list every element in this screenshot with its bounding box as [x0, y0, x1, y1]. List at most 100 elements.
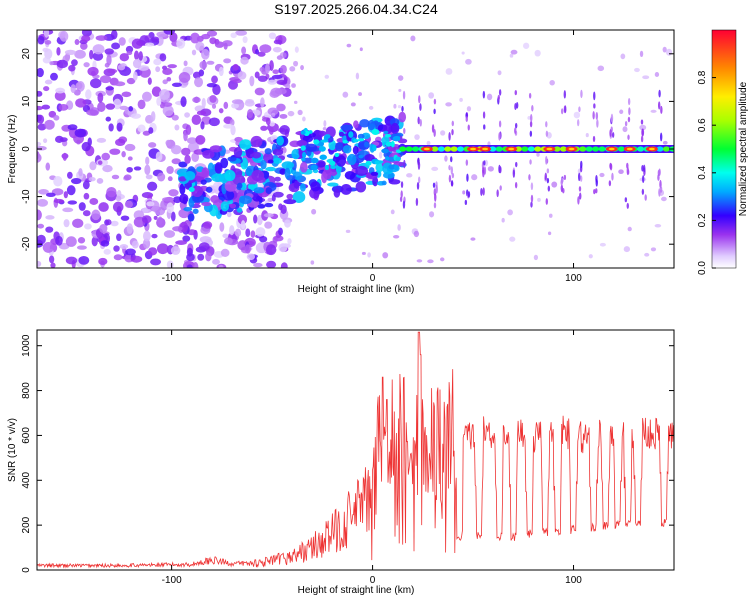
heatmap-cell	[260, 125, 268, 131]
heatmap-cell	[106, 187, 117, 198]
heatmap-cell	[168, 189, 179, 197]
heatmap-cell	[530, 201, 533, 208]
heatmap-cell	[390, 209, 395, 215]
heatmap-cell	[113, 81, 126, 87]
heatmap-cell	[166, 202, 174, 214]
heatmap-cell	[291, 159, 297, 171]
heatmap-cell	[417, 116, 420, 125]
heatmap-cell	[658, 168, 661, 176]
heatmap-cell	[392, 135, 401, 142]
heatmap-cell	[132, 58, 142, 69]
colorbar-label: Normalized spectral amplitude	[738, 81, 749, 216]
heatmap-cell	[310, 260, 315, 265]
dominant-line-cell	[444, 146, 452, 152]
heatmap-cell	[256, 214, 263, 226]
heatmap-cell	[388, 179, 401, 185]
heatmap-cell	[355, 181, 367, 193]
heatmap-cell	[514, 90, 517, 96]
heatmap-cell	[595, 111, 599, 120]
heatmap-cell	[187, 213, 195, 222]
heatmap-cell	[482, 187, 485, 196]
heatmap-x-label: Height of straight line (km)	[298, 284, 415, 295]
heatmap-cell	[99, 224, 108, 234]
heatmap-cell	[223, 101, 229, 109]
heatmap-cell	[82, 210, 91, 217]
heatmap-cell	[448, 174, 452, 183]
heatmap-cell	[548, 213, 553, 218]
heatmap-cell	[116, 122, 123, 132]
heatmap-cell	[624, 121, 628, 127]
heatmap-cell	[654, 224, 662, 228]
heatmap-cell	[223, 124, 234, 129]
heatmap-cell	[257, 204, 266, 209]
heatmap-cell	[659, 132, 663, 142]
heatmap-cell	[444, 155, 448, 162]
heatmap-cell	[192, 71, 201, 79]
heatmap-cell	[75, 82, 83, 90]
heatmap-cell	[38, 189, 49, 195]
heatmap-cell	[276, 103, 286, 112]
heatmap-cell	[381, 180, 387, 186]
heatmap-cell	[294, 46, 299, 53]
heatmap-cell	[417, 157, 420, 164]
heatmap-bright-spot	[385, 141, 392, 147]
heatmap-cell	[348, 131, 354, 138]
heatmap-cell	[358, 154, 364, 159]
heatmap-cell	[96, 178, 104, 184]
heatmap-cell	[205, 252, 212, 262]
heatmap-cell	[279, 113, 288, 119]
heatmap-cell	[171, 114, 179, 121]
heatmap-cell	[170, 211, 176, 222]
heatmap-cell	[316, 160, 326, 168]
heatmap-cell	[244, 244, 251, 254]
heatmap-cell	[276, 136, 284, 146]
heatmap-cell	[593, 91, 596, 101]
heatmap-cell	[195, 135, 206, 145]
heatmap-cell	[186, 264, 193, 268]
heatmap-cell	[334, 152, 340, 157]
heatmap-cell	[628, 107, 631, 116]
heatmap-cell	[126, 223, 133, 235]
heatmap-cell	[265, 63, 270, 74]
heatmap-cell	[87, 66, 99, 77]
heatmap-cell	[450, 166, 454, 175]
heatmap-cell	[180, 96, 187, 108]
heatmap-cell	[595, 178, 598, 187]
heatmap-cell	[43, 138, 48, 144]
heatmap-cell	[260, 97, 265, 108]
heatmap-cell	[97, 160, 103, 165]
heatmap-cell	[201, 167, 210, 179]
heatmap-cell	[464, 199, 468, 205]
dominant-line-peak-core	[608, 147, 615, 151]
heatmap-cell	[62, 207, 74, 213]
heatmap-cell	[397, 224, 401, 231]
heatmap-cell	[530, 194, 534, 203]
heatmap-cell	[226, 211, 232, 218]
dominant-line-cell	[412, 146, 420, 152]
heatmap-cell	[259, 235, 268, 243]
heatmap-cell	[109, 148, 121, 155]
heatmap-cell	[211, 103, 217, 109]
heatmap-cell	[162, 79, 168, 85]
heatmap-cell	[560, 184, 564, 193]
heatmap-cell	[192, 262, 199, 268]
heatmap-cell	[166, 76, 172, 82]
heatmap-cell	[644, 252, 650, 257]
heatmap-cell	[599, 172, 605, 178]
colorbar-gradient	[711, 29, 737, 269]
colorbar-tick-label: 0.0	[697, 261, 708, 275]
heatmap-cell	[626, 166, 630, 176]
heatmap-cell	[170, 246, 181, 255]
heatmap-cell	[233, 147, 243, 158]
heatmap-cell	[545, 155, 548, 165]
heatmap-cell	[272, 148, 284, 156]
heatmap-cell	[498, 120, 502, 128]
heatmap-cell	[229, 203, 237, 209]
heatmap-cell	[191, 49, 197, 56]
heatmap-cell	[112, 201, 124, 213]
heatmap-cell	[191, 152, 200, 163]
heatmap-cell	[201, 201, 212, 207]
heatmap-cell	[400, 181, 404, 188]
heatmap-cell	[98, 257, 108, 266]
heatmap-cell	[229, 225, 235, 236]
